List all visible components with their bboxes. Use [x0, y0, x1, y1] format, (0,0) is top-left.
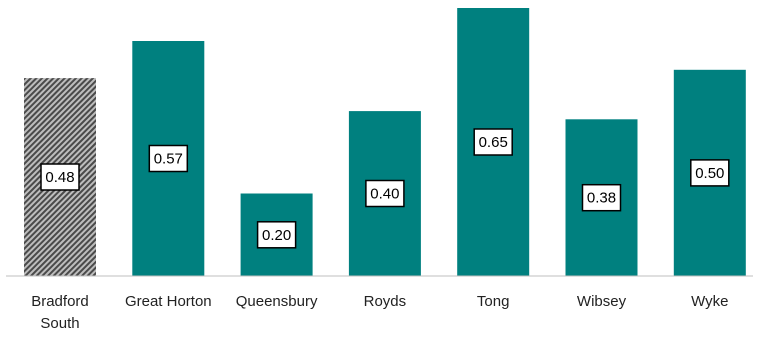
x-tick-label-bradford-south: Bradford South	[31, 293, 89, 332]
x-tick-label-great-horton: Great Horton	[125, 293, 212, 310]
data-label-bradford-south: 0.48	[40, 163, 80, 191]
x-tick-label-queensbury: Queensbury	[236, 293, 318, 310]
data-label-box	[365, 179, 405, 208]
bars-layer	[24, 8, 746, 276]
x-tick-label-line: Tong	[477, 293, 510, 310]
data-label-box	[40, 163, 80, 191]
x-tick-label-line: Bradford	[31, 293, 89, 310]
data-label-text: 0.57	[154, 151, 183, 168]
x-tick-label-line: South	[40, 315, 79, 332]
data-labels-layer: 0.48 0.57 0.20 0.40 0.65 0.38 0.50	[40, 128, 730, 249]
x-tick-label-wibsey: Wibsey	[577, 293, 627, 310]
x-tick-label-line: Wibsey	[577, 293, 627, 310]
data-label-wyke: 0.50	[690, 159, 730, 187]
x-tick-label-line: Wyke	[691, 293, 728, 310]
data-label-box	[256, 221, 297, 249]
data-label-text: 0.65	[479, 134, 508, 151]
data-label-text: 0.38	[587, 190, 616, 207]
data-label-text: 0.50	[695, 165, 724, 182]
x-tick-labels-layer: Bradford South Great Horton Queensbury Royds…	[31, 293, 728, 332]
data-label-great-horton: 0.57	[148, 144, 189, 173]
x-tick-label-line: Great Horton	[125, 293, 212, 310]
x-tick-label-tong: Tong	[477, 293, 510, 310]
data-label-box	[690, 159, 730, 187]
data-label-box	[581, 183, 622, 212]
data-label-box	[473, 128, 513, 156]
data-label-wibsey: 0.38	[581, 183, 622, 212]
data-label-text: 0.48	[45, 169, 74, 186]
x-tick-label-royds: Royds	[364, 293, 407, 310]
data-label-royds: 0.40	[365, 179, 405, 208]
x-tick-label-line: Royds	[364, 293, 407, 310]
data-label-tong: 0.65	[473, 128, 513, 156]
data-label-box	[148, 144, 189, 173]
data-label-queensbury: 0.20	[256, 221, 297, 249]
x-tick-label-line: Queensbury	[236, 293, 318, 310]
data-label-text: 0.20	[262, 227, 291, 244]
data-label-text: 0.40	[370, 186, 399, 203]
x-tick-label-wyke: Wyke	[691, 293, 728, 310]
